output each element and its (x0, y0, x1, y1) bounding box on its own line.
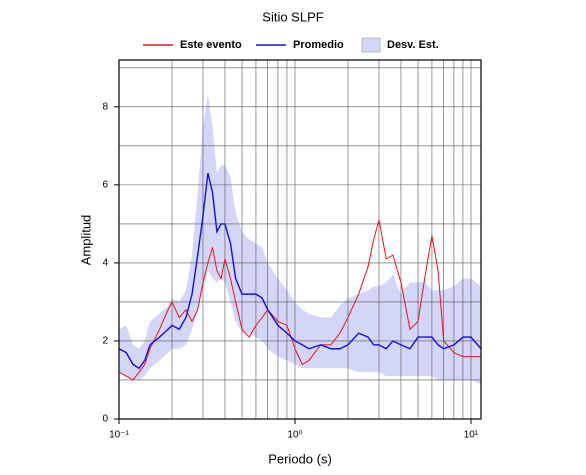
legend-label: Desv. Est. (387, 39, 439, 51)
std-band (119, 95, 481, 384)
plot-frame (118, 59, 482, 420)
y-tick-label: 8 (102, 101, 108, 112)
series-line (118, 173, 482, 370)
y-tick-label: 2 (102, 336, 108, 347)
y-tick-label: 0 (102, 414, 108, 425)
legend-label: Promedio (293, 39, 344, 51)
y-tick-label: 4 (102, 258, 108, 269)
chart-title: Sitio SLPF (262, 9, 323, 24)
legend-label: Este evento (180, 39, 242, 51)
y-axis-title: Amplitud (78, 215, 93, 266)
x-tick-label: 10⁻¹ (109, 430, 129, 441)
series-line (118, 219, 481, 381)
x-tick-label: 10⁰ (287, 430, 302, 441)
legend-swatch (361, 37, 381, 53)
y-tick-label: 6 (102, 180, 108, 191)
x-tick-label: 10¹ (464, 430, 479, 441)
x-axis-title: Periodo (s) (268, 451, 332, 466)
